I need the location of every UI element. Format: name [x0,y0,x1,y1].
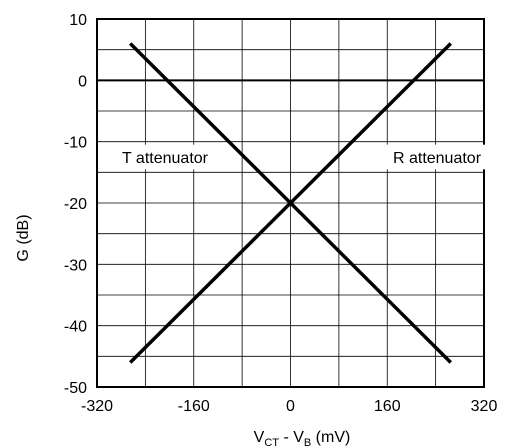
y-tick-labels: 10 0 -10 -20 -30 -40 -50 [64,12,87,397]
y-tick-label: -30 [64,257,87,274]
series-label-2: R attenuator [381,144,493,170]
y-tick-label: -40 [64,319,87,336]
x-axis-title-main: V [254,429,265,446]
y-tick-label: -50 [64,380,87,397]
y-tick-label: -20 [64,196,87,213]
x-tick-label: 0 [286,398,295,415]
x-axis-title-sub1: CT [264,437,279,448]
series-label-1: T attenuator [109,144,221,170]
x-axis-title-sub2: B [304,437,311,448]
x-tick-labels: -320 -160 0 160 320 [81,398,497,415]
series-label-bg [381,144,493,170]
series-labels: T attenuator R attenuator [109,144,493,170]
series-label-text: R attenuator [393,150,482,167]
series-line-2 [129,42,452,364]
x-axis-title: VCT - VB (mV) [254,429,351,448]
y-tick-label: 10 [69,12,87,29]
plot-frame [96,18,485,388]
y-axis-title: G (dB) [15,214,32,261]
x-tick-label: 320 [471,398,498,415]
x-axis-title-mid: - V [279,429,304,446]
x-tick-label: -160 [178,398,210,415]
x-tick-label: -320 [81,398,113,415]
x-axis-title-tail: (mV) [311,429,350,446]
y-tick-label: 0 [78,73,87,90]
series-label-bg [109,144,221,170]
series-layer [129,42,452,364]
series-label-text: T attenuator [122,150,209,167]
x-tick-label: 160 [374,398,401,415]
y-tick-label: -10 [64,135,87,152]
